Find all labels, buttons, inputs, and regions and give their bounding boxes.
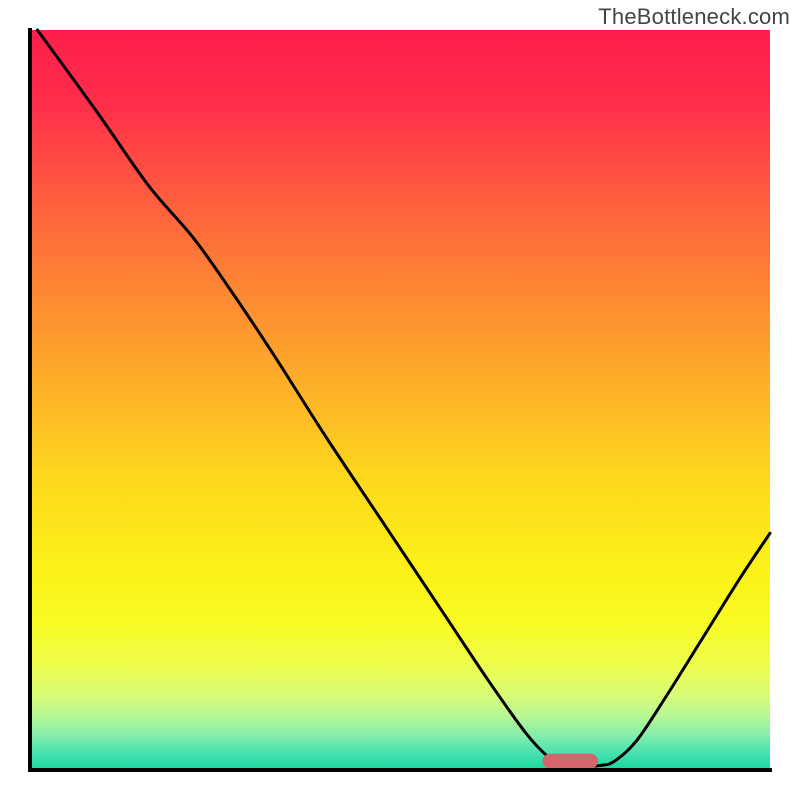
- bottleneck-chart: [0, 0, 800, 800]
- watermark-text: TheBottleneck.com: [598, 4, 790, 30]
- optimal-zone-marker: [542, 754, 598, 769]
- chart-background: [30, 30, 770, 770]
